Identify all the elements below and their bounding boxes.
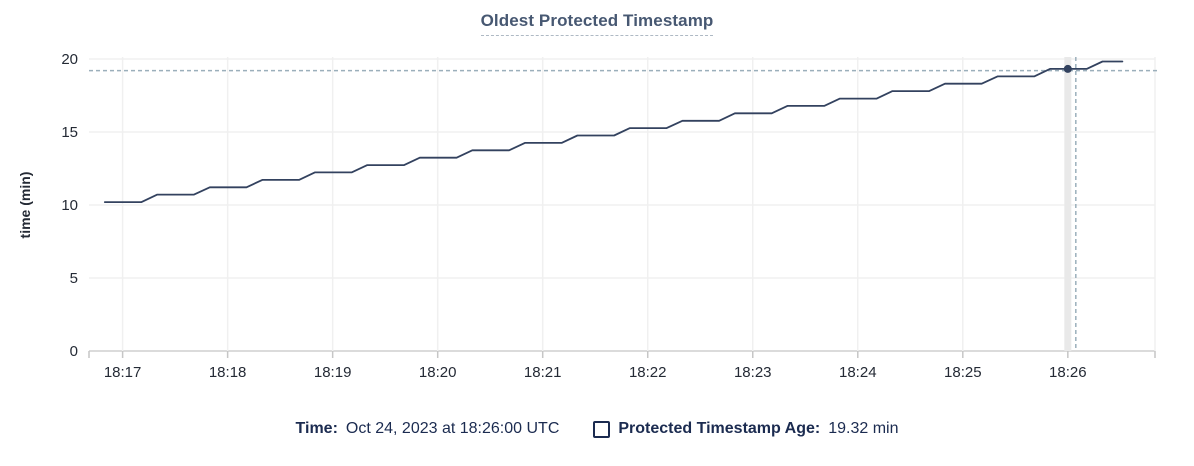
x-tick-label: 18:22 xyxy=(629,364,667,381)
chart-tooltip-legend: Time: Oct 24, 2023 at 18:26:00 UTC Prote… xyxy=(0,417,1194,441)
x-tick-label: 18:19 xyxy=(314,364,352,381)
y-tick-label: 15 xyxy=(61,124,78,141)
series-label: Protected Timestamp Age: xyxy=(618,420,821,437)
x-tick-label: 18:25 xyxy=(944,364,982,381)
x-tick-label: 18:23 xyxy=(734,364,772,381)
chart-title-text[interactable]: Oldest Protected Timestamp xyxy=(480,11,714,36)
x-tick-label: 18:26 xyxy=(1049,364,1087,381)
y-tick-label: 20 xyxy=(61,51,78,68)
y-axis-title: time (min) xyxy=(17,172,33,239)
x-tick-label: 18:18 xyxy=(209,364,247,381)
hover-point-dot xyxy=(1063,64,1072,73)
legend-item-protected-timestamp-age[interactable]: Protected Timestamp Age: 19.32 min xyxy=(593,417,898,441)
series-checkbox[interactable] xyxy=(593,420,611,438)
tooltip-time-value: Oct 24, 2023 at 18:26:00 UTC xyxy=(345,420,560,437)
series-value: 19.32 min xyxy=(828,420,899,437)
y-tick-label: 0 xyxy=(70,343,78,360)
chart-title: Oldest Protected Timestamp xyxy=(0,11,1194,36)
tooltip-time-label: Time: xyxy=(295,420,338,437)
x-tick-label: 18:20 xyxy=(419,364,457,381)
y-tick-label: 5 xyxy=(70,270,78,287)
x-tick-label: 18:24 xyxy=(839,364,877,381)
x-tick-label: 18:17 xyxy=(104,364,142,381)
series-line-protected-timestamp-age xyxy=(103,60,1124,204)
line-chart-plot[interactable]: 0 5 10 15 20 18:17 18:18 18:19 18:20 18:21 18:22 18… xyxy=(0,0,1194,410)
y-tick-label: 10 xyxy=(61,197,78,214)
x-tick-label: 18:21 xyxy=(524,364,562,381)
